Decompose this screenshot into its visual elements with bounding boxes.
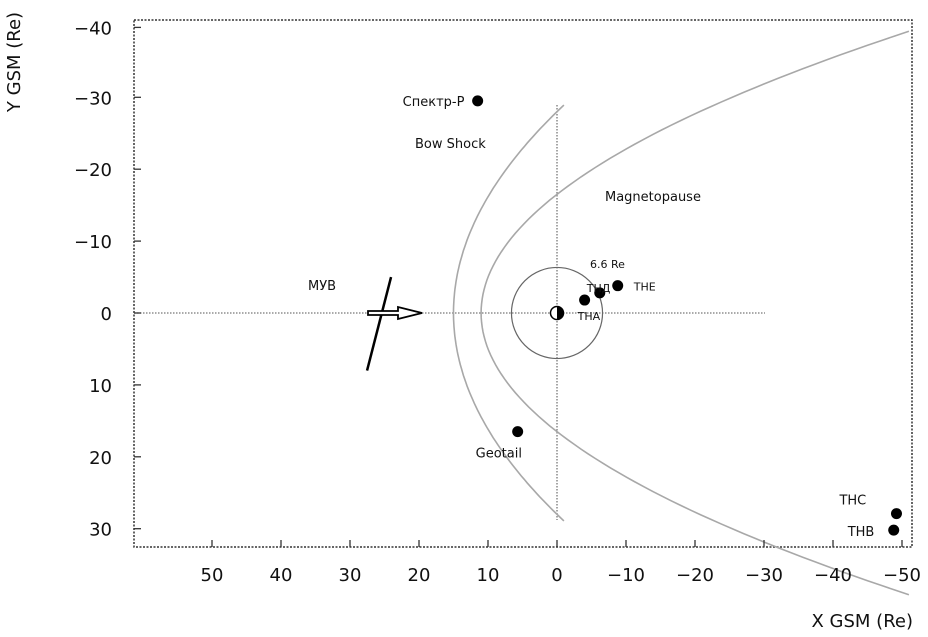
shock-front-line [365, 276, 393, 371]
point-label-6: THB [847, 525, 875, 540]
point-label-5: THC [838, 494, 866, 509]
y-tick-label-2: −20 [74, 160, 112, 181]
x-tick-label-6: −10 [607, 565, 645, 586]
magnetopause-curve [480, 30, 910, 596]
point-label-0: Спектр-Р [403, 95, 465, 110]
y-tick-label-5: 10 [89, 376, 112, 397]
x-axis-title: X GSM (Re) [812, 611, 914, 632]
geosync-circle [510, 266, 604, 360]
point-5 [890, 508, 902, 520]
shock-front-arrow [367, 305, 423, 321]
x-tick-label-8: −30 [745, 565, 783, 586]
x-tick-label-10: −50 [883, 565, 921, 586]
bow-shock-curve [452, 104, 565, 522]
magnetopause-label: Magnetopause [605, 190, 701, 205]
y-tick-label-7: 30 [89, 520, 112, 541]
x-tick-label-4: 10 [477, 565, 500, 586]
point-label-3: THД [586, 282, 611, 295]
x-tick-label-9: −40 [814, 565, 852, 586]
earth-dark-half [557, 306, 564, 320]
geosync-label: 6.6 Re [590, 258, 625, 271]
y-tick-label-4: 0 [101, 304, 112, 325]
y-tick-label-0: −40 [74, 18, 112, 39]
shock-front-label: МУВ [308, 279, 336, 294]
point-label-1: Geotail [476, 447, 522, 462]
x-tick-label-1: 40 [270, 565, 293, 586]
point-3 [594, 287, 606, 299]
y-tick-label-3: −10 [74, 232, 112, 253]
bow-shock-label: Bow Shock [415, 137, 486, 152]
x-tick-label-3: 20 [408, 565, 431, 586]
point-label-2: THA [577, 310, 601, 323]
y-axis-title: Y GSM (Re) [4, 12, 25, 113]
x-tick-label-0: 50 [201, 565, 224, 586]
plot-frame [133, 19, 913, 548]
point-0 [472, 95, 484, 107]
point-label-4: THE [633, 281, 656, 294]
x-tick-label-7: −20 [676, 565, 714, 586]
point-2 [579, 294, 591, 306]
plot-layer: 6.6 Re Bow Shock Magnetopause МУВ Спектр-Р Ge… [134, 30, 910, 596]
x-tick-label-5: 0 [551, 565, 562, 586]
y-tick-label-1: −30 [74, 88, 112, 109]
point-4 [612, 280, 624, 292]
x-tick-label-2: 30 [339, 565, 362, 586]
tick-layer: 50 40 30 20 10 0 −10 −20 −30 −40 −50 −40 −30 −20 −10 0 1… [74, 18, 921, 586]
point-1 [512, 426, 524, 438]
y-tick-label-6: 20 [89, 448, 112, 469]
point-6 [888, 524, 900, 536]
